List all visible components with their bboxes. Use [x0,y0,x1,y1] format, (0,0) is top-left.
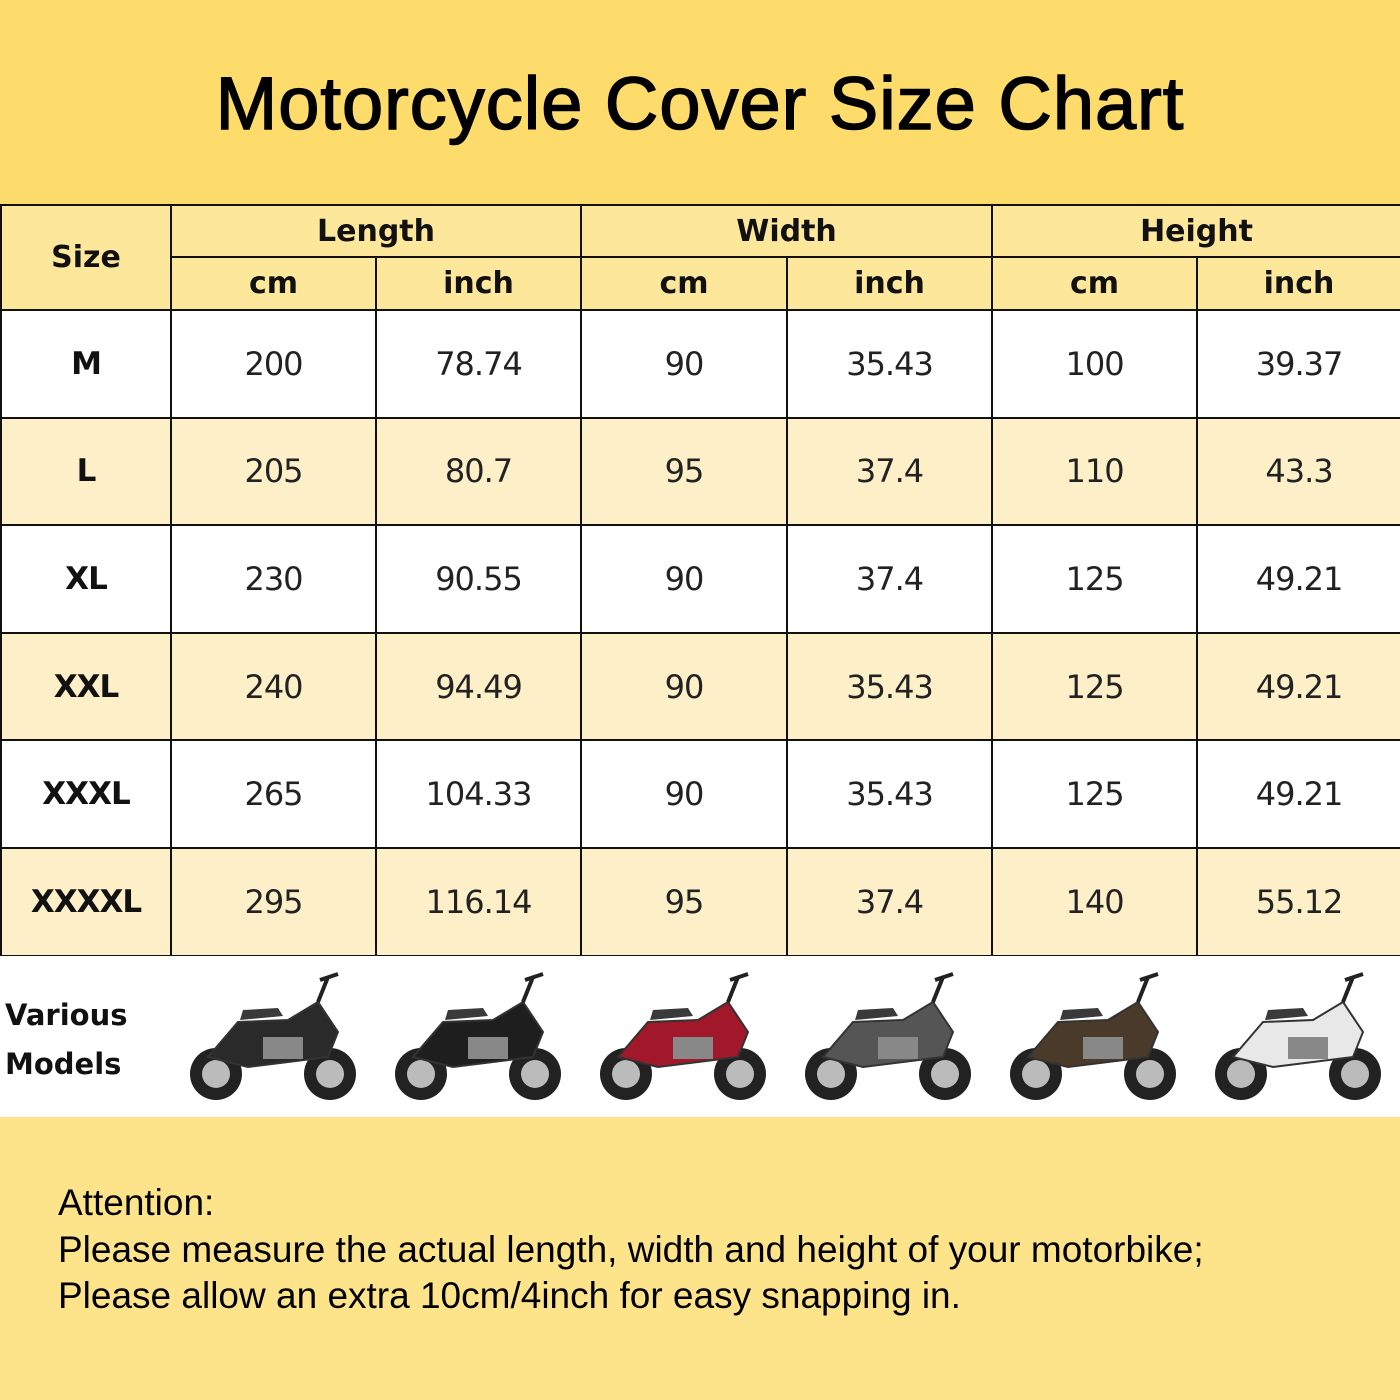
models-label: Various Models [0,956,170,1117]
value-cell: 116.14 [375,846,582,957]
value-cell: 90 [580,309,788,419]
value-cell: 39.37 [1196,309,1400,419]
value-cell: 100 [991,309,1199,419]
value-cell: 90.55 [375,524,582,634]
scooter-white-image [1195,956,1400,1117]
value-cell: 230 [170,524,377,634]
value-cell: 78.74 [375,309,582,419]
header-size: Size [0,204,172,311]
value-cell: 125 [991,739,1199,849]
header-unit-cm: cm [991,256,1199,311]
table-row: XXXXL 295 116.14 95 37.4 140 55.12 [0,846,1400,957]
header-unit-cm: cm [580,256,788,311]
value-cell: 90 [580,739,788,849]
value-cell: 205 [170,416,377,527]
value-cell: 49.21 [1196,739,1400,849]
table-row: M 200 78.74 90 35.43 100 39.37 [0,309,1400,419]
header-unit-inch: inch [785,256,994,311]
attention-note: Attention: Please measure the actual len… [58,1180,1204,1320]
size-cell: M [0,309,172,419]
value-cell: 35.43 [785,739,994,849]
header-width: Width [579,204,994,258]
various-models-strip: Various Models [0,956,1400,1117]
value-cell: 140 [991,846,1199,957]
value-cell: 200 [170,309,377,419]
value-cell: 90 [580,631,788,742]
table-row: XXL 240 94.49 90 35.43 125 49.21 [0,631,1400,742]
table-row: XL 230 90.55 90 37.4 125 49.21 [0,524,1400,634]
value-cell: 49.21 [1196,524,1400,634]
value-cell: 295 [170,846,377,957]
value-cell: 55.12 [1196,846,1400,957]
value-cell: 125 [991,524,1199,634]
cruiser-red-image [580,956,785,1117]
value-cell: 265 [170,739,377,849]
header-unit-inch: inch [1196,256,1400,311]
attention-line-2: Please allow an extra 10cm/4inch for eas… [58,1275,961,1316]
page-title: Motorcycle Cover Size Chart [215,61,1185,146]
value-cell: 240 [170,631,377,742]
title-band: Motorcycle Cover Size Chart [0,0,1400,204]
value-cell: 94.49 [375,631,582,742]
scooter-adventure-image [375,956,580,1117]
size-cell: L [0,416,172,527]
value-cell: 110 [991,416,1199,527]
value-cell: 95 [580,416,788,527]
naked-bike-grey-image [785,956,990,1117]
value-cell: 43.3 [1196,416,1400,527]
value-cell: 95 [580,846,788,957]
value-cell: 35.43 [785,309,994,419]
value-cell: 37.4 [785,846,994,957]
models-label-line1: Various [5,998,128,1032]
value-cell: 49.21 [1196,631,1400,742]
attention-line-1: Please measure the actual length, width … [58,1228,1204,1270]
header-unit-inch: inch [375,256,582,311]
value-cell: 90 [580,524,788,634]
scrambler-image [990,956,1195,1117]
header-height: Height [991,204,1400,258]
value-cell: 125 [991,631,1199,742]
value-cell: 37.4 [785,524,994,634]
value-cell: 80.7 [375,416,582,527]
size-cell: XXXL [0,739,172,849]
value-cell: 35.43 [785,631,994,742]
value-cell: 37.4 [785,416,994,527]
header-length: Length [170,204,582,258]
size-cell: XL [0,524,172,634]
value-cell: 104.33 [375,739,582,849]
table-row: XXXL 265 104.33 90 35.43 125 49.21 [0,739,1400,849]
header-unit-cm: cm [170,256,377,311]
attention-heading: Attention: [58,1182,215,1223]
scooter-black-image [170,956,375,1117]
size-cell: XXXXL [0,846,172,957]
size-cell: XXL [0,631,172,742]
table-row: L 205 80.7 95 37.4 110 43.3 [0,416,1400,527]
models-label-line2: Models [5,1047,122,1081]
size-table: Size Length Width Height cm inch cm inch cm i… [0,204,1400,957]
